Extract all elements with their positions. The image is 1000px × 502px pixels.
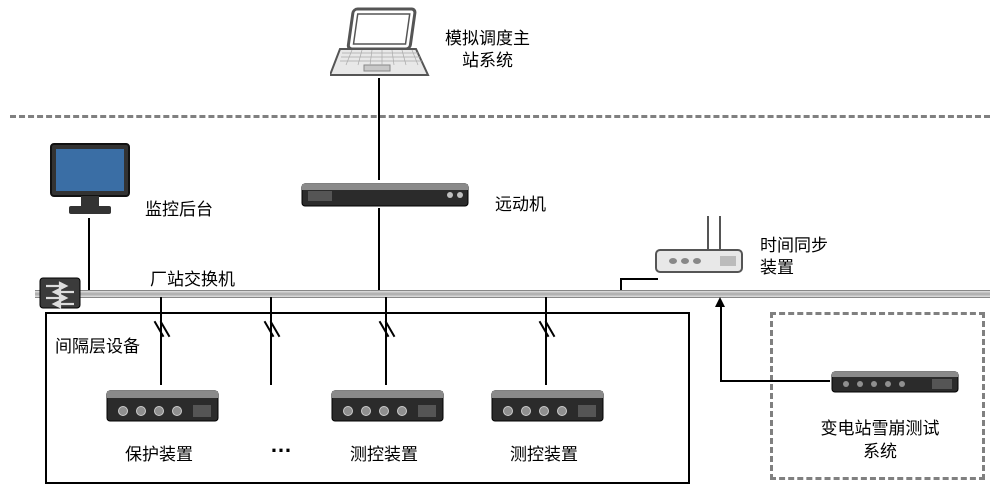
network-switch-icon xyxy=(38,272,82,312)
avalanche-link-v xyxy=(720,306,722,382)
protect-label: 保护装置 xyxy=(125,440,193,465)
time-sync-hlink xyxy=(620,278,658,280)
link-remote-bus xyxy=(378,208,380,290)
link-laptop-remote xyxy=(378,78,380,180)
avalanche-label: 变电站雪崩测试 系统 xyxy=(800,418,960,464)
time-sync-icon xyxy=(638,212,748,280)
time-sync-label: 时间同步 装置 xyxy=(760,235,828,279)
monitor-icon xyxy=(45,140,135,220)
ellipsis-label: … xyxy=(270,432,292,458)
avalanche-device-icon xyxy=(830,368,960,396)
avalanche-link-h xyxy=(720,380,830,382)
bus-line xyxy=(35,290,990,298)
drop-4 xyxy=(545,297,547,385)
protect-device-icon xyxy=(105,385,220,425)
mc1-device-icon xyxy=(330,385,445,425)
mc2-device-icon xyxy=(490,385,605,425)
laptop-label: 模拟调度主 站系统 xyxy=(445,28,530,72)
avalanche-arrowhead-icon xyxy=(715,297,725,307)
diagram-root: 模拟调度主 站系统 监控后台 远动机 厂站交换机 时间同步 装置 xyxy=(0,0,1000,502)
laptop-icon xyxy=(330,5,430,80)
drop-3 xyxy=(385,297,387,385)
remote-label: 远动机 xyxy=(495,190,546,215)
remote-unit-icon xyxy=(300,180,470,210)
monitor-label: 监控后台 xyxy=(145,195,213,220)
station-switch-label: 厂站交换机 xyxy=(150,265,235,290)
zone-divider xyxy=(10,115,990,118)
drop-2 xyxy=(270,297,272,385)
drop-1 xyxy=(160,297,162,385)
interlayer-label: 间隔层设备 xyxy=(55,332,140,357)
mc1-label: 测控装置 xyxy=(350,440,418,465)
mc2-label: 测控装置 xyxy=(510,440,578,465)
link-monitor-bus xyxy=(88,218,90,290)
